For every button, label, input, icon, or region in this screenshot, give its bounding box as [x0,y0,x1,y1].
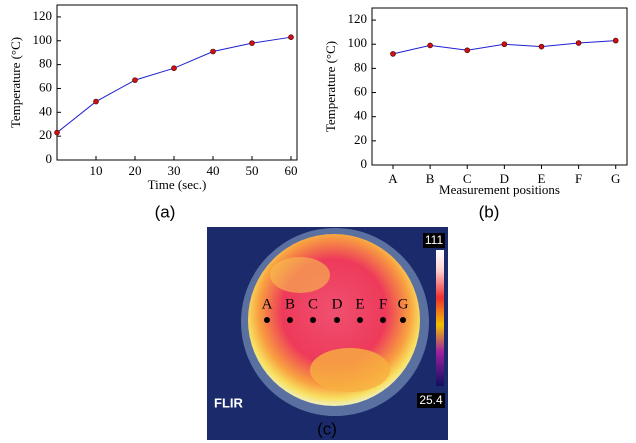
y-tick-label: 0 [46,151,53,166]
y-axis-label: Temperature (°C) [323,41,338,132]
y-tick-label: 80 [39,56,52,71]
thermal-image: 111 25.4 FLIR [207,227,448,440]
data-point [464,47,471,54]
y-tick-label: 100 [33,32,53,47]
data-point [427,42,433,49]
data-point [132,77,138,83]
position-label: F [379,296,387,312]
warm-region [310,348,390,392]
position-dot [400,317,406,323]
position-label: G [398,296,409,312]
data-point [538,43,545,50]
y-tick-label: 120 [33,8,53,23]
color-bar [436,250,444,386]
data-point [501,41,508,48]
scale-box [417,393,445,408]
data-line [56,36,292,133]
scale-min: 25.4 [419,393,443,407]
y-tick-label: 120 [348,11,368,26]
x-tick-label: B [426,171,435,186]
scale-max: 111 [425,233,444,247]
panel-label: (c) [317,419,337,438]
x-tick-label: 10 [90,163,103,178]
y-tick-label: 40 [39,103,52,118]
y-tick-label: 40 [354,108,367,123]
position-dot [334,317,340,323]
panel-label: (b) [479,202,500,221]
x-tick-label: F [575,171,582,186]
y-tick-label: 80 [354,59,367,74]
x-tick-label: E [538,171,546,186]
x-tick-label: D [500,171,509,186]
panel-label: (a) [155,202,176,221]
data-point [93,98,99,105]
y-axis-label: Temperature (°C) [8,37,23,128]
x-axis-label: Measurement positions [439,182,560,197]
data-point [288,34,294,40]
position-label: B [285,296,295,312]
data-point [249,40,255,46]
position-dot [380,317,386,323]
y-tick-label: 100 [348,35,368,50]
position-label: D [332,296,343,312]
y-tick-label: 60 [39,79,52,94]
position-dot [310,317,316,323]
x-tick-label: C [463,171,472,186]
x-tick-label: 60 [285,163,298,178]
position-dot [357,317,363,323]
brand-logo: FLIR [214,395,243,410]
x-axis-label: Time (sec.) [148,177,207,192]
scale-box [423,233,445,248]
data-point [54,129,60,136]
x-tick-label: 30 [168,163,181,178]
data-point [171,65,177,71]
x-tick-label: 50 [246,163,259,178]
y-tick-label: 20 [354,132,367,147]
data-point [612,37,619,44]
data-point [210,48,216,55]
position-label: E [355,296,364,312]
y-tick-label: 60 [354,84,367,99]
warm-region [270,257,330,293]
data-point [575,40,582,46]
y-tick-label: 20 [39,127,52,142]
x-tick-label: G [611,171,620,186]
x-tick-label: 20 [129,163,142,178]
x-tick-label: 40 [207,163,220,178]
y-tick-label: 0 [361,156,368,171]
plot-frame [371,7,628,166]
position-dot [264,317,270,323]
position-dot [287,317,293,323]
data-point [390,51,396,57]
position-label: C [308,296,318,312]
x-tick-label: A [388,171,398,186]
plot-frame [56,4,298,161]
position-label: A [262,296,273,312]
